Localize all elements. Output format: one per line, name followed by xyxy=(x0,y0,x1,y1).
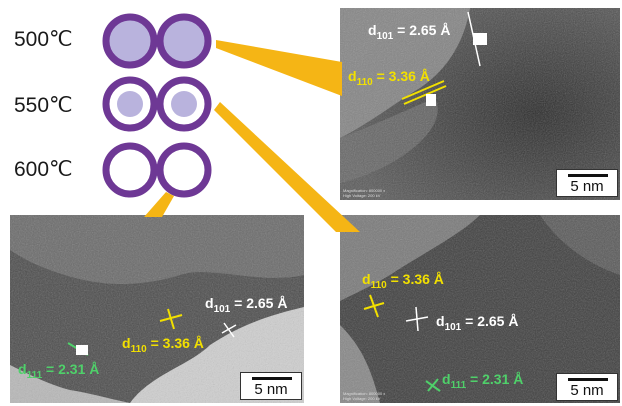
particle-full-core xyxy=(102,13,158,69)
particle-full-core xyxy=(156,13,212,69)
lattice-label-d111: d111 = 2.31 Å xyxy=(18,361,100,381)
scale-bar: 5 nm xyxy=(556,373,618,401)
tem-panel-600: d101 = 2.65 Å d110 = 3.36 Å d111 = 2.31 … xyxy=(10,215,304,403)
particle-partial-core xyxy=(171,91,197,117)
tem-panel-500: d101 = 2.65 Å d110 = 3.36 Å Magnificatio… xyxy=(340,8,620,200)
lattice-label-d110: d110 = 3.36 Å xyxy=(122,335,204,355)
lattice-label-d110: d110 = 3.36 Å xyxy=(348,68,430,88)
particle-hollow xyxy=(156,142,212,198)
particle-pair-500 xyxy=(102,13,212,69)
connector-550 xyxy=(214,102,360,232)
connector-500 xyxy=(216,40,342,96)
particle-pair-600 xyxy=(102,142,212,198)
lattice-label-d101: d101 = 2.65 Å xyxy=(205,295,288,315)
particle-hollow xyxy=(102,142,158,198)
microscope-metadata: Magnification: 800000 x High Voltage: 200… xyxy=(343,391,386,401)
temperature-label-500: 500℃ xyxy=(14,28,73,51)
scale-bar: 5 nm xyxy=(556,169,618,197)
temperature-label-550: 550℃ xyxy=(14,94,73,117)
lattice-label-d110: d110 = 3.36 Å xyxy=(362,271,444,291)
microscope-metadata: Magnification: 800000 x High Voltage: 200… xyxy=(343,188,386,198)
temperature-label-600: 600℃ xyxy=(14,158,73,181)
scale-bar: 5 nm xyxy=(240,372,302,400)
tem-panel-550: d110 = 3.36 Å d101 = 2.65 Å d111 = 2.31 … xyxy=(340,215,620,403)
particle-partial-core xyxy=(117,91,143,117)
particle-schematic xyxy=(102,13,212,198)
lattice-label-d101: d101 = 2.65 Å xyxy=(436,313,519,333)
lattice-label-d101: d101 = 2.65 Å xyxy=(368,22,451,42)
lattice-label-d111: d111 = 2.31 Å xyxy=(442,371,524,391)
particle-pair-550 xyxy=(102,76,212,132)
